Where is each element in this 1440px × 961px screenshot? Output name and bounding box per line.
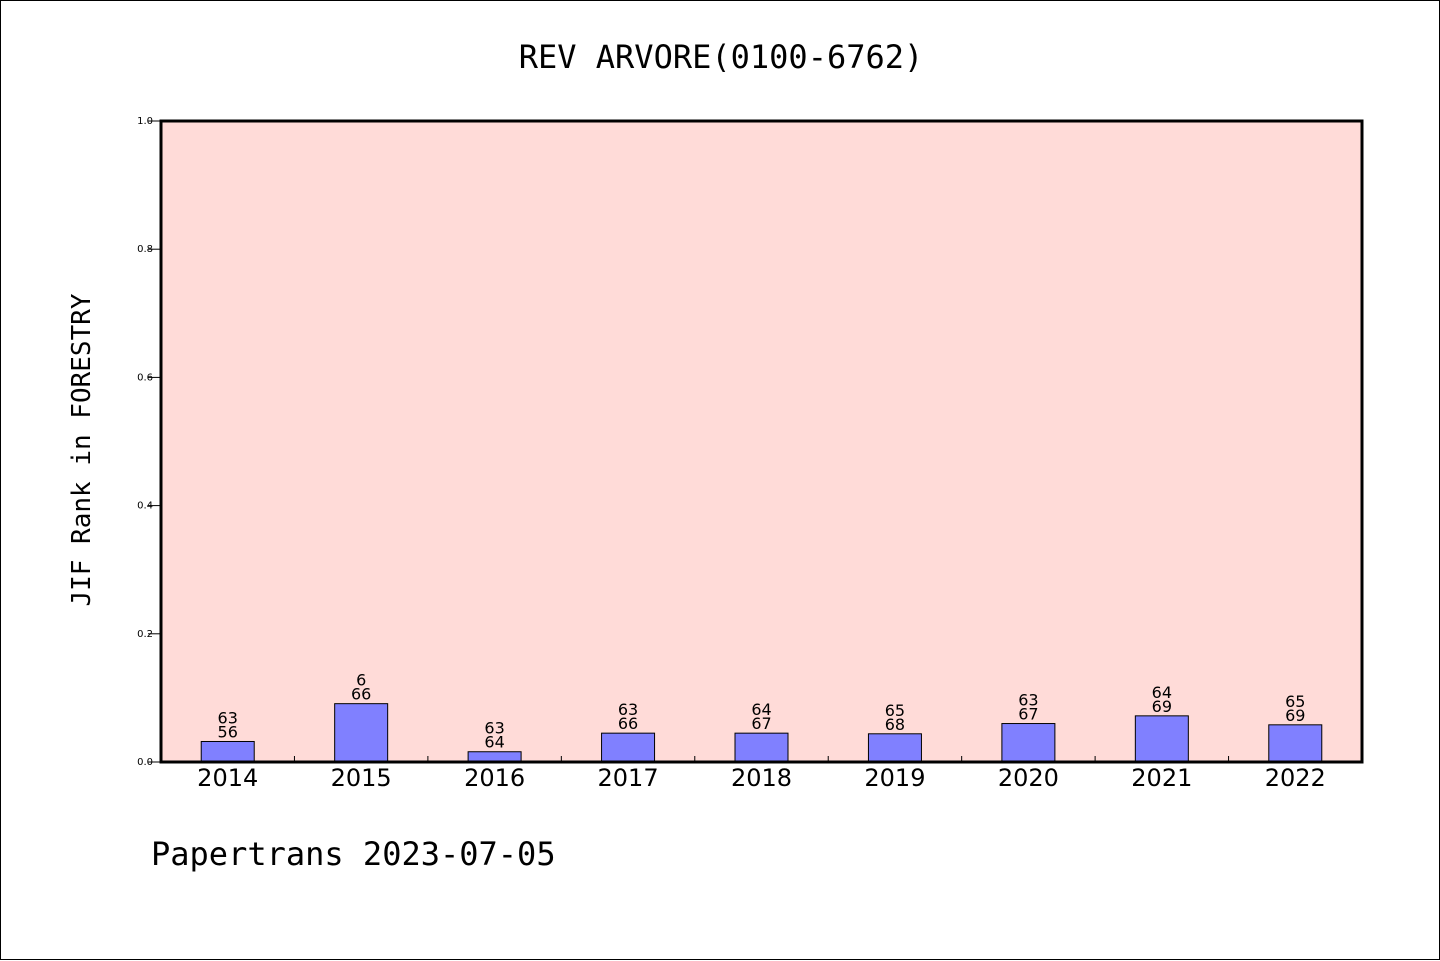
bar-2018 [734,732,789,763]
bar-label-lower: 68 [885,715,905,734]
bar-label-lower: 67 [751,714,771,733]
y-tick-label: 0.2 [137,629,153,640]
y-axis: 0.0 0.2 0.4 0.6 0.8 1.0 [137,116,161,768]
plot-border [159,119,1364,764]
bar-label-upper: 65 [1285,692,1305,711]
bar-label-lower: 69 [1152,697,1172,716]
y-tick-label: 0.0 [137,757,153,768]
bar-label-upper: 64 [751,700,771,719]
bar-2019 [867,733,922,763]
bar-label-upper: 63 [1018,691,1038,710]
x-tick-label: 2017 [598,764,659,792]
y-tick-label: 0.8 [137,244,153,255]
y-tick-label: 0.4 [137,501,153,512]
bar-label-upper: 63 [618,700,638,719]
x-tick-label: 2015 [331,764,392,792]
bar-label-upper: 6 [356,671,366,690]
bars [200,703,1323,763]
bar-label-upper: 63 [218,708,238,727]
x-tick-label: 2014 [197,764,258,792]
bar-2017 [601,732,656,763]
bar-label-lower: 64 [484,733,504,752]
bar-2020 [1001,723,1056,763]
bar-label-lower: 56 [218,722,238,741]
x-tick-label: 2020 [998,764,1059,792]
x-axis: 2014 2015 2016 2017 2018 2019 2020 2021 2022 [197,756,1326,792]
x-tick-label: 2016 [464,764,525,792]
bar-label-upper: 65 [885,701,905,720]
plot-area [161,121,1362,762]
x-tick-label: 2021 [1131,764,1192,792]
y-axis-label: JIF Rank in FORESTRY [67,293,97,606]
chart-title: REV ARVORE(0100-6762) [519,38,924,76]
x-tick-label: 2022 [1265,764,1326,792]
bar-label-lower: 67 [1018,705,1038,724]
bar-2021 [1134,715,1189,763]
y-tick-label: 0.6 [137,372,153,383]
bar-label-lower: 66 [618,714,638,733]
footer-text: Papertrans 2023-07-05 [151,835,556,873]
bar-label-lower: 69 [1285,706,1305,725]
x-tick-label: 2018 [731,764,792,792]
x-tick-label: 2019 [864,764,925,792]
bar-2014 [200,740,255,763]
bar-label-upper: 63 [484,719,504,738]
bar-2016 [467,751,522,763]
bar-label-lower: 66 [351,685,371,704]
bar-2015 [334,703,389,763]
bar-label-upper: 64 [1152,683,1172,702]
bar-2022 [1268,724,1323,763]
y-tick-label: 1.0 [137,116,153,127]
